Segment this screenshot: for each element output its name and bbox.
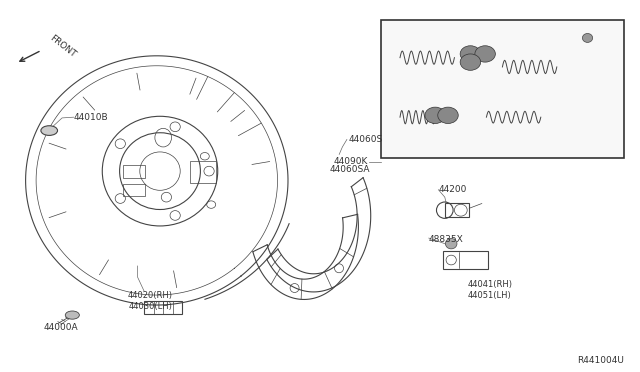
Text: 44200: 44200 [438, 185, 467, 194]
Ellipse shape [475, 46, 495, 62]
Text: 44020(RH): 44020(RH) [128, 291, 173, 300]
FancyBboxPatch shape [381, 20, 624, 158]
Text: 44010B: 44010B [74, 113, 108, 122]
Text: 48835X: 48835X [429, 235, 463, 244]
Ellipse shape [460, 54, 481, 70]
Text: 44030(LH): 44030(LH) [129, 302, 172, 311]
Text: 44041(RH): 44041(RH) [467, 280, 512, 289]
Text: 44051(LH): 44051(LH) [467, 291, 511, 300]
Text: 44090K: 44090K [333, 157, 368, 166]
Ellipse shape [438, 107, 458, 124]
Text: FRONT: FRONT [48, 33, 77, 60]
Ellipse shape [582, 33, 593, 42]
Ellipse shape [425, 107, 445, 124]
Ellipse shape [445, 238, 457, 249]
Text: 44060S: 44060S [349, 135, 383, 144]
Text: R441004U: R441004U [577, 356, 624, 365]
Text: 44000A: 44000A [44, 323, 78, 332]
Text: 44060SA: 44060SA [330, 165, 370, 174]
Ellipse shape [65, 311, 79, 319]
Ellipse shape [41, 126, 58, 135]
Ellipse shape [460, 46, 481, 62]
